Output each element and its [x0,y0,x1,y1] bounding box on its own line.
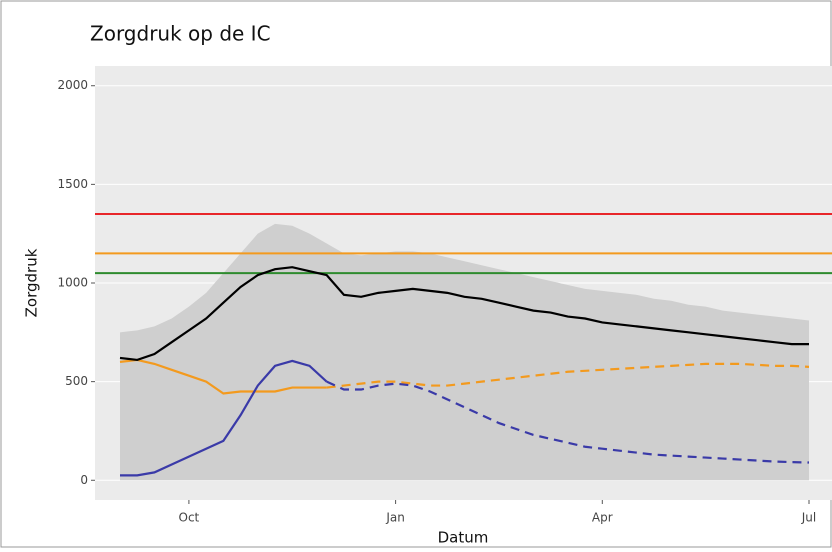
y-tick-label: 2000 [57,78,88,92]
x-tick-label: Apr [592,511,613,525]
range-area [120,223,809,481]
x-tick-label: Jul [801,511,816,525]
chart-title: Zorgdruk op de IC [90,22,271,46]
x-tick-label: Oct [179,511,200,525]
y-axis-label: Zorgdruk [23,248,41,317]
series-line [119,358,327,395]
y-tick-label: 500 [65,374,88,388]
series-line [326,380,810,464]
x-axis-label: Datum [438,529,489,547]
y-tick-label: 1000 [57,276,88,290]
y-tick-label: 0 [80,473,88,487]
series-line [326,362,810,389]
series-line [119,266,809,362]
x-tick-label: Jan [385,511,405,525]
y-tick-label: 1500 [57,177,88,191]
series-line [120,359,328,477]
